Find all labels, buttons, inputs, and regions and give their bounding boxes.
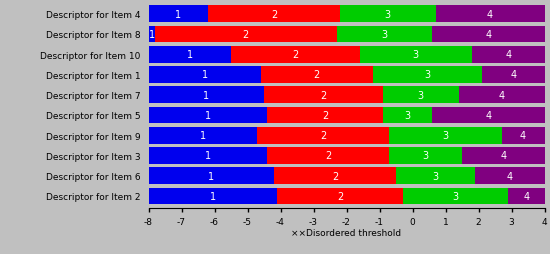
Bar [148, 67, 261, 83]
Bar [383, 107, 432, 124]
Bar [396, 168, 475, 184]
Bar [267, 107, 383, 124]
Bar [148, 128, 257, 144]
Bar [277, 188, 403, 204]
X-axis label: ××Disordered threshold: ××Disordered threshold [292, 228, 402, 236]
Text: 1: 1 [175, 10, 182, 20]
Bar [475, 168, 544, 184]
Text: 3: 3 [417, 90, 424, 100]
Text: 2: 2 [320, 90, 327, 100]
Bar [337, 26, 432, 43]
Bar [148, 47, 231, 63]
Text: 1: 1 [201, 70, 208, 80]
Text: 1: 1 [210, 191, 216, 201]
Text: 1: 1 [208, 171, 214, 181]
Text: 1: 1 [205, 110, 211, 120]
Bar [502, 128, 544, 144]
Bar [148, 168, 274, 184]
Bar [231, 47, 360, 63]
Bar [257, 128, 389, 144]
Bar [462, 148, 544, 164]
Text: 1: 1 [148, 30, 155, 40]
Text: 2: 2 [322, 110, 328, 120]
Bar [148, 87, 264, 104]
Bar [432, 26, 544, 43]
Bar [403, 188, 508, 204]
Text: 1: 1 [203, 90, 210, 100]
Text: 4: 4 [500, 151, 507, 161]
Bar [148, 6, 208, 23]
Text: 1: 1 [200, 131, 206, 141]
Text: 4: 4 [507, 171, 513, 181]
Text: 3: 3 [384, 10, 391, 20]
Bar [264, 87, 383, 104]
Bar [261, 67, 373, 83]
Bar [148, 148, 267, 164]
Text: 4: 4 [510, 70, 516, 80]
Text: 2: 2 [325, 151, 332, 161]
Bar [389, 148, 462, 164]
Text: 4: 4 [487, 10, 493, 20]
Bar [148, 26, 155, 43]
Text: 2: 2 [337, 191, 343, 201]
Text: 1: 1 [205, 151, 211, 161]
Bar [148, 188, 277, 204]
Bar [373, 67, 482, 83]
Text: 4: 4 [485, 110, 492, 120]
Text: 2: 2 [243, 30, 249, 40]
Bar [155, 26, 337, 43]
Text: 3: 3 [422, 151, 429, 161]
Bar [340, 6, 436, 23]
Text: 4: 4 [505, 50, 512, 60]
Text: 4: 4 [498, 90, 505, 100]
Text: 2: 2 [314, 70, 320, 80]
Text: 2: 2 [320, 131, 327, 141]
Text: 2: 2 [292, 50, 299, 60]
Text: 3: 3 [412, 50, 419, 60]
Bar [472, 47, 544, 63]
Text: 3: 3 [452, 191, 459, 201]
Bar [383, 87, 459, 104]
Bar [459, 87, 544, 104]
Bar [148, 107, 267, 124]
Bar [482, 67, 544, 83]
Text: 3: 3 [404, 110, 411, 120]
Bar [436, 6, 544, 23]
Text: 2: 2 [271, 10, 277, 20]
Text: 3: 3 [442, 131, 449, 141]
Text: 3: 3 [432, 171, 439, 181]
Text: 1: 1 [186, 50, 193, 60]
Text: 2: 2 [332, 171, 338, 181]
Text: 3: 3 [424, 70, 431, 80]
Text: 3: 3 [381, 30, 388, 40]
Bar [208, 6, 340, 23]
Text: 4: 4 [520, 131, 526, 141]
Bar [432, 107, 544, 124]
Text: 4: 4 [485, 30, 492, 40]
Bar [360, 47, 472, 63]
Bar [274, 168, 396, 184]
Bar [267, 148, 389, 164]
Bar [508, 188, 544, 204]
Bar [389, 128, 502, 144]
Text: 4: 4 [523, 191, 530, 201]
